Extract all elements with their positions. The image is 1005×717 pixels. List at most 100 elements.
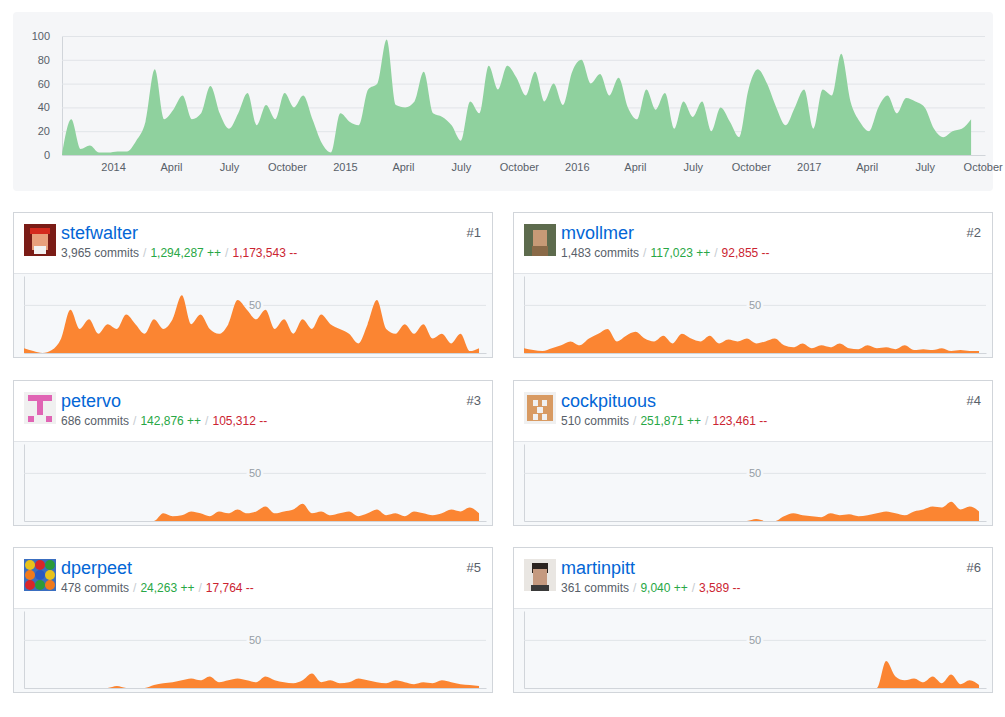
axis-line <box>24 445 25 522</box>
y-axis: 50 <box>24 612 486 689</box>
avatar-shape <box>542 400 547 406</box>
tick: 2017 <box>797 155 821 173</box>
rank: #3 <box>467 393 481 408</box>
x-axis <box>525 688 987 689</box>
chart-background <box>514 608 992 692</box>
stat: / <box>133 414 137 428</box>
tick: July <box>220 155 240 173</box>
x-axis <box>25 353 487 354</box>
contributor-card: dperpeet478 commits/24,263 ++/17,764 --#… <box>14 548 493 693</box>
tick: 50 <box>524 299 986 311</box>
avatar-shape <box>25 580 35 590</box>
contributor-card: petervo686 commits/142,876 ++/105,312 --… <box>14 381 493 526</box>
x-axis <box>25 521 487 522</box>
avatar-shape <box>532 246 548 256</box>
axis-line <box>525 688 987 689</box>
avatar <box>24 559 56 591</box>
card-border <box>514 381 993 526</box>
stat: 1,173,543 -- <box>232 246 297 260</box>
tick: 2016 <box>565 155 589 173</box>
avatar-shape <box>45 580 55 590</box>
tick-label: April <box>624 161 646 173</box>
tick-label: July <box>452 161 472 173</box>
tick-label: 80 <box>38 54 50 66</box>
contributor-name[interactable]: martinpitt <box>561 558 635 578</box>
tick: 50 <box>524 634 986 646</box>
tick-label: 50 <box>749 634 761 646</box>
stat: 361 commits <box>561 581 629 595</box>
avatar-shape <box>24 224 56 256</box>
contributor-name[interactable]: petervo <box>61 391 121 411</box>
grid-line <box>62 60 985 61</box>
stat: 1,483 commits <box>561 246 639 260</box>
stat: 510 commits <box>561 414 629 428</box>
tick: 50 <box>24 299 486 311</box>
contributor-name[interactable]: cockpituous <box>561 391 656 411</box>
y-axis: 50 <box>524 277 986 354</box>
tick-label: 50 <box>249 634 261 646</box>
stat: / <box>633 581 637 595</box>
contributor-name[interactable]: mvollmer <box>561 223 634 243</box>
tick-label: July <box>915 161 935 173</box>
area <box>524 661 979 688</box>
avatar <box>524 392 556 424</box>
card-border <box>514 213 993 358</box>
tick: July <box>452 155 472 173</box>
contributor-name[interactable]: dperpeet <box>61 558 132 578</box>
stat: 17,764 -- <box>206 581 254 595</box>
contributor-stats: 3,965 commits/1,294,287 ++/1,173,543 -- <box>61 246 297 260</box>
avatar-shape <box>28 416 34 422</box>
axis-line <box>63 155 986 156</box>
plot-area <box>524 329 979 353</box>
avatar-shape <box>537 407 543 413</box>
stat: 105,312 -- <box>212 414 267 428</box>
avatar-shape <box>527 395 553 421</box>
card-border <box>14 548 493 693</box>
tick: 100 <box>32 30 985 42</box>
area <box>24 504 479 521</box>
tick-label: July <box>684 161 704 173</box>
tick: October <box>500 155 539 173</box>
tick-label: October <box>268 161 307 173</box>
card-separator <box>514 273 992 274</box>
avatar-shape <box>37 401 43 415</box>
axis-line <box>24 277 25 354</box>
plot-area <box>524 661 979 688</box>
tick: October <box>964 155 1003 173</box>
area <box>24 674 479 688</box>
y-axis: 50 <box>524 612 986 689</box>
avatar <box>24 392 56 424</box>
plot-area <box>524 502 979 521</box>
stat: 478 commits <box>61 581 129 595</box>
tick: April <box>392 155 414 173</box>
card-separator <box>514 441 992 442</box>
area <box>524 502 979 521</box>
stat: / <box>643 246 647 260</box>
x-axis <box>525 521 987 522</box>
avatar-shape <box>35 580 45 590</box>
tick-label: October <box>732 161 771 173</box>
axis-line <box>25 353 487 354</box>
tick: April <box>856 155 878 173</box>
x-axis <box>525 353 987 354</box>
plot-area <box>24 504 479 521</box>
card-separator <box>14 273 492 274</box>
avatar-shape <box>25 560 35 570</box>
card-separator <box>14 608 492 609</box>
axis-line <box>25 688 487 689</box>
stat: 24,263 ++ <box>140 581 194 595</box>
y-axis: 50 <box>24 445 486 522</box>
tick-label: April <box>392 161 414 173</box>
axis-line <box>524 445 525 522</box>
tick-label: 50 <box>249 299 261 311</box>
avatar <box>524 559 556 591</box>
avatar-shape <box>533 414 538 420</box>
tick: October <box>732 155 771 173</box>
avatar-shape <box>533 569 547 585</box>
stat: / <box>714 246 718 260</box>
y-axis: 50 <box>524 445 986 522</box>
contributor-name[interactable]: stefwalter <box>61 223 138 243</box>
stat: 1,294,287 ++ <box>150 246 221 260</box>
contributors-page: 0204060801002014AprilJulyOctober2015Apri… <box>0 0 1005 717</box>
tick: 50 <box>24 634 486 646</box>
